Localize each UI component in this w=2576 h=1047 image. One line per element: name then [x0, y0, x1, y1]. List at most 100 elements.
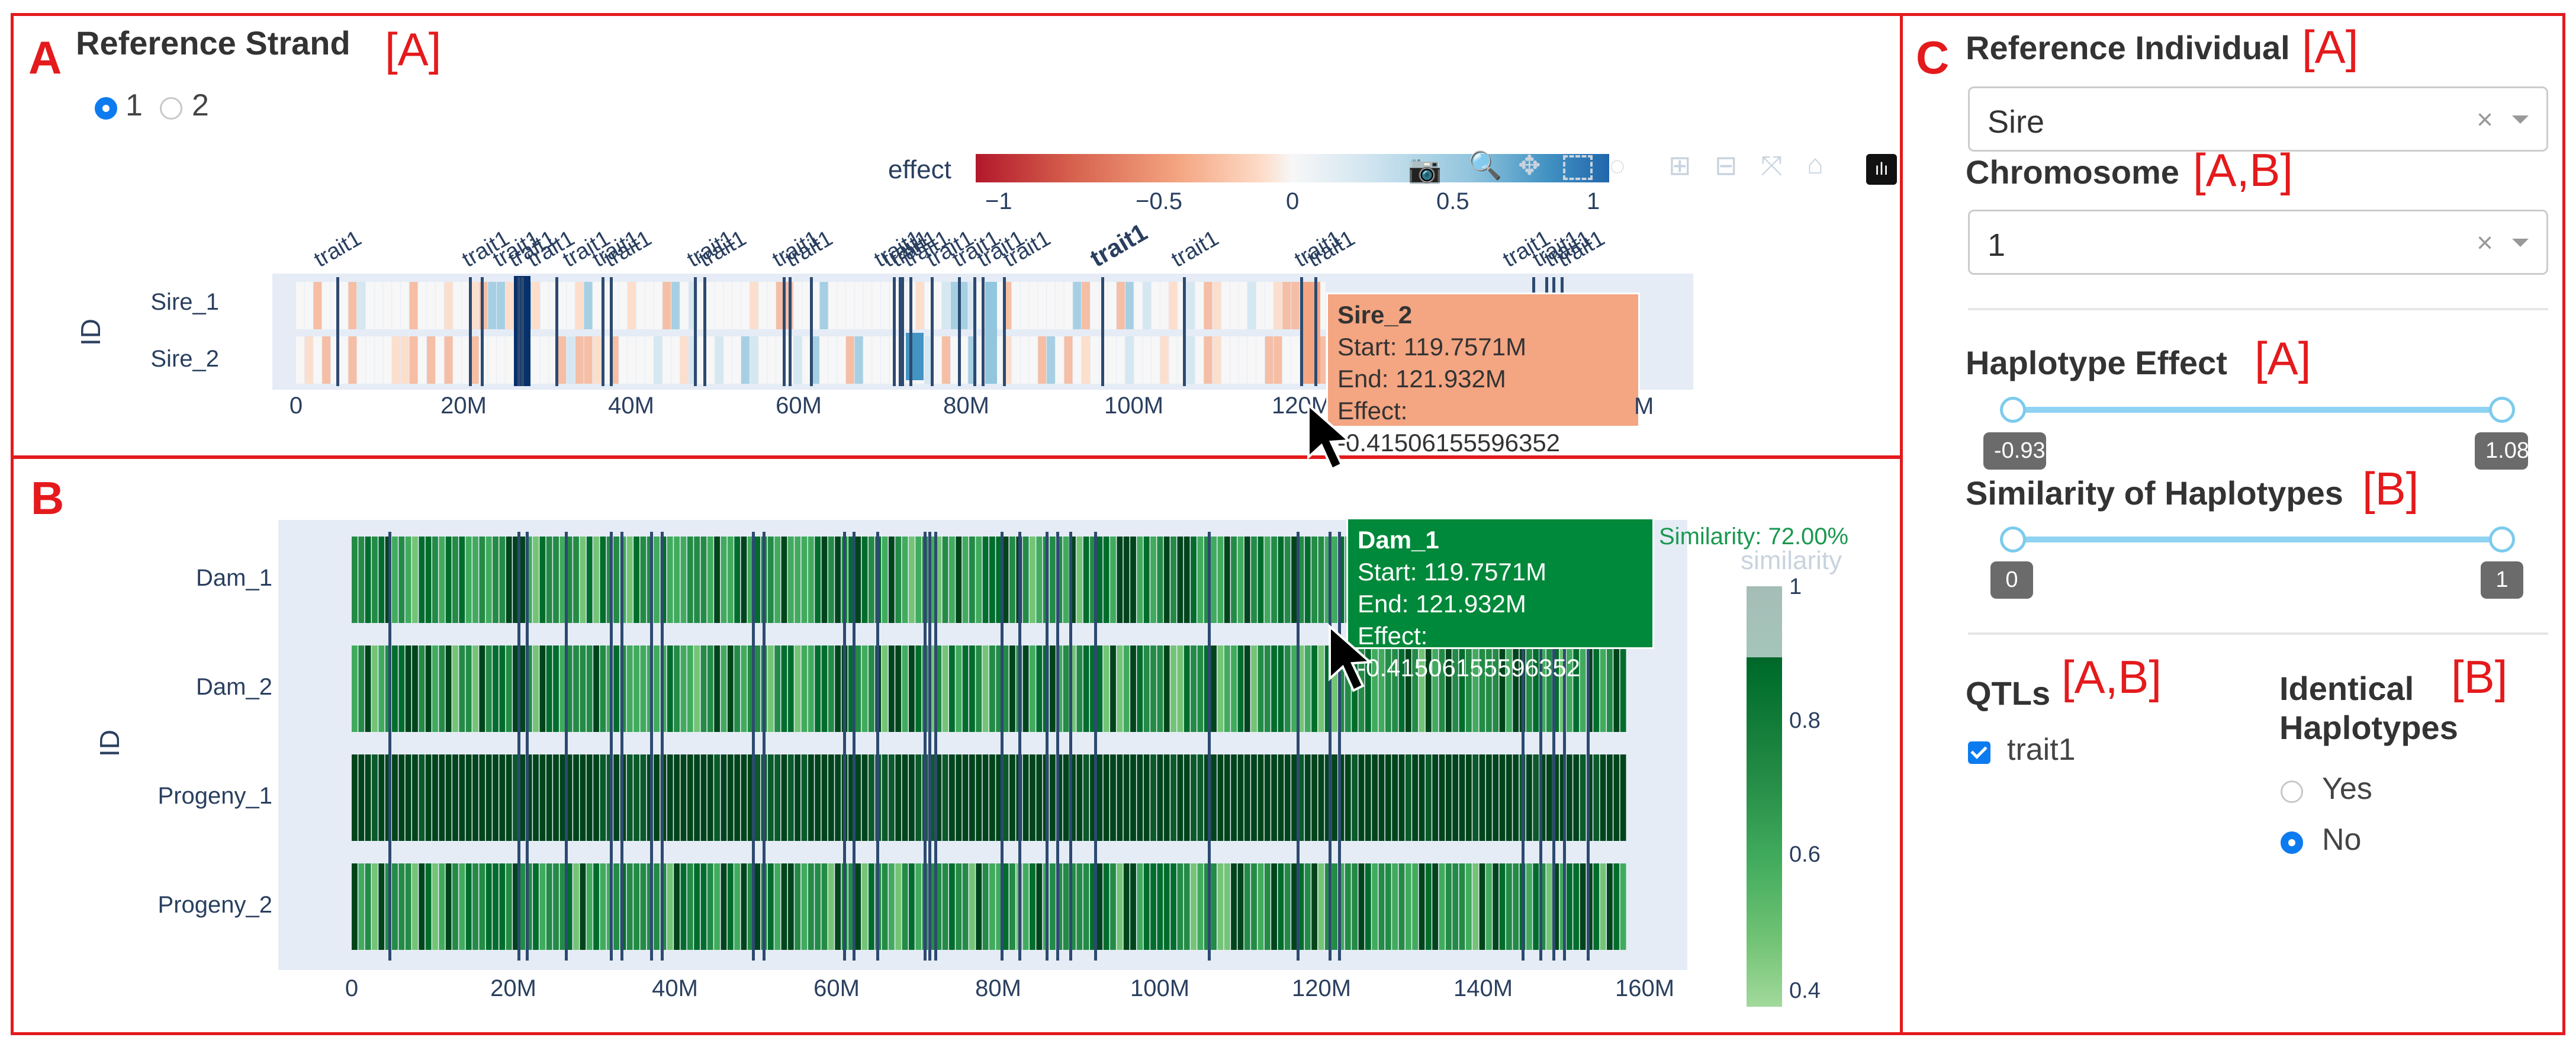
similarity-colorbar-tick: 1 [1789, 574, 1802, 599]
similarity-cell [1022, 645, 1029, 732]
camera-icon[interactable]: 📷 [1408, 153, 1442, 184]
similarity-cell [392, 863, 398, 950]
panel-b-x-tick: 20M [490, 975, 536, 1001]
effect-cell [584, 282, 593, 329]
effect-cell [1195, 336, 1204, 384]
cursor-icon [1307, 403, 1352, 471]
effect-cell [497, 336, 505, 384]
zoom-out-icon[interactable]: ⊟ [1715, 150, 1738, 181]
similarity-cell [962, 863, 969, 950]
similarity-cell [1324, 754, 1331, 841]
similarity-slider-max-handle[interactable] [2489, 526, 2515, 553]
effect-cell [339, 282, 348, 329]
similarity-cell [828, 645, 834, 732]
similarity-cell [1002, 754, 1009, 841]
autoscale-icon[interactable]: ⤧ [1761, 150, 1783, 181]
haplotype-effect-slider-max-handle[interactable] [2489, 397, 2515, 423]
similarity-cell [1157, 537, 1163, 623]
clear-icon[interactable]: × [2476, 227, 2493, 259]
zoom-in-icon[interactable]: ⊞ [1668, 150, 1691, 181]
effect-cell [357, 282, 365, 329]
similarity-cell [855, 863, 861, 950]
similarity-cell [1076, 537, 1083, 623]
similarity-cell [452, 537, 458, 623]
similarity-cell [956, 863, 962, 950]
home-icon[interactable]: ⌂ [1807, 149, 1824, 179]
reference-individual-dropdown[interactable]: Sire × [1968, 86, 2548, 152]
qtl-line [703, 277, 706, 386]
effect-cell [365, 336, 374, 384]
similarity-cell [586, 537, 593, 623]
effect-cell [1273, 282, 1282, 329]
similarity-cell [1002, 645, 1009, 732]
clear-icon[interactable]: × [2476, 104, 2493, 136]
effect-cell [880, 282, 889, 329]
effect-cell [959, 282, 968, 329]
trait1-checkbox[interactable] [1968, 741, 1990, 764]
similarity-cell [1197, 754, 1204, 841]
qtl-line [1183, 277, 1186, 386]
similarity-cell [1123, 863, 1130, 950]
haplotype-effect-slider-track[interactable] [2013, 407, 2504, 413]
similarity-label: Similarity of Haplotypes [1966, 474, 2343, 512]
pan-icon[interactable]: ✥ [1518, 150, 1541, 181]
similarity-cell [1110, 537, 1116, 623]
effect-cell [750, 336, 758, 384]
strand-radio-2[interactable] [160, 97, 182, 120]
similarity-cell [1224, 537, 1230, 623]
zoom-icon[interactable]: 🔍 [1468, 150, 1503, 181]
similarity-cell [1506, 645, 1512, 732]
effect-cell [1195, 282, 1204, 329]
effect-cell [1134, 282, 1143, 329]
lasso-icon[interactable]: ◌ [1609, 150, 1626, 181]
similarity-slider-min-handle[interactable] [2000, 526, 2026, 553]
similarity-cell [1022, 863, 1029, 950]
chevron-down-icon[interactable] [2512, 239, 2529, 247]
chevron-down-icon[interactable] [2512, 115, 2529, 124]
identical-yes-label: Yes [2322, 772, 2372, 806]
effect-cell [1108, 336, 1117, 384]
effect-cell [470, 282, 479, 329]
box-select-icon[interactable] [1563, 155, 1593, 180]
effect-cell [663, 282, 671, 329]
similarity-cell [815, 537, 821, 623]
similarity-slider-track[interactable] [2013, 537, 2504, 542]
qtl-line [876, 532, 879, 961]
similarity-cell [613, 754, 619, 841]
effect-cell [1117, 336, 1125, 384]
identical-no-radio[interactable] [2281, 831, 2303, 854]
similarity-cell [848, 645, 854, 732]
similarity-cell [694, 537, 700, 623]
effect-cell [1160, 336, 1169, 384]
identical-yes-radio[interactable] [2281, 781, 2303, 803]
similarity-cell [459, 537, 465, 623]
similarity-cell [882, 537, 888, 623]
effect-cell [654, 336, 663, 384]
qtl-line [982, 277, 985, 386]
similarity-cell [1191, 754, 1197, 841]
qtl-line [517, 532, 520, 961]
plotly-logo-icon[interactable]: ılı [1866, 154, 1897, 185]
similarity-cell [1472, 645, 1479, 732]
similarity-cell [915, 754, 922, 841]
effect-cell [575, 282, 584, 329]
effect-cell [1169, 336, 1178, 384]
similarity-cell [1559, 645, 1566, 732]
similarity-cell [707, 754, 713, 841]
similarity-cell [1332, 645, 1338, 732]
similarity-cell [1217, 537, 1224, 623]
effect-cell [950, 282, 959, 329]
effect-cell [959, 336, 968, 384]
similarity-cell [606, 645, 613, 732]
chromosome-dropdown[interactable]: 1 × [1968, 210, 2548, 275]
haplotype-effect-slider-min-handle[interactable] [2000, 397, 2026, 423]
qtl-line [694, 277, 697, 386]
similarity-cell [372, 863, 378, 950]
similarity-cell [908, 537, 915, 623]
effect-cell [802, 282, 811, 329]
haplotype-effect-tag: [A] [2255, 332, 2311, 384]
qtl-line [388, 532, 391, 961]
similarity-cell [392, 754, 398, 841]
strand-radio-1[interactable] [95, 97, 117, 120]
